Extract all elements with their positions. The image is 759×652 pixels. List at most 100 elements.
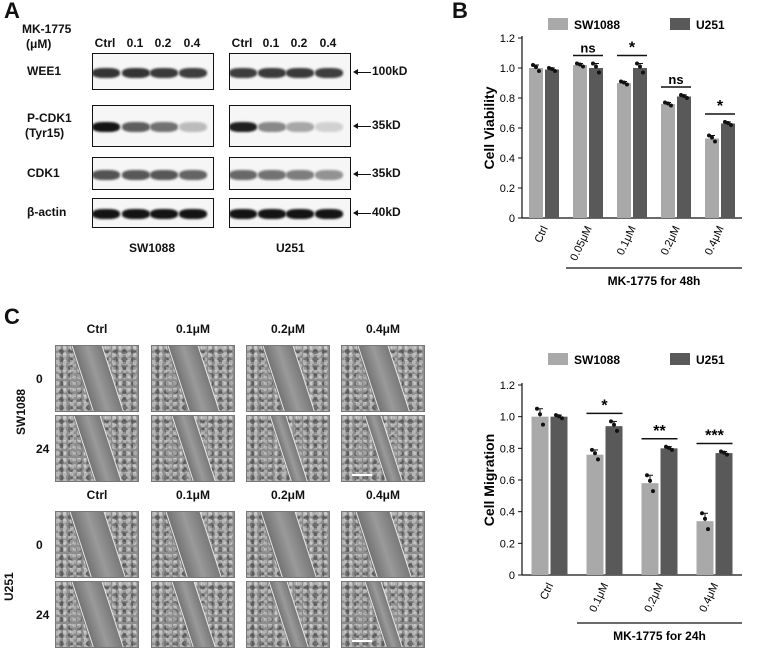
replicate-point (666, 101, 670, 106)
replicate-point (581, 64, 585, 69)
protein-band (150, 67, 178, 78)
protein-band (179, 209, 207, 219)
protein-band (150, 122, 178, 132)
protein-band (315, 209, 343, 219)
replicate-point (706, 527, 710, 532)
replicate-point (729, 123, 733, 127)
bar (529, 68, 543, 218)
bar (586, 454, 604, 575)
protein-band (258, 122, 286, 132)
replicate-point (648, 478, 652, 483)
legend-label: SW1088 (574, 18, 620, 32)
wound-image (246, 345, 330, 412)
replicate-point (609, 419, 613, 424)
legend-label: SW1088 (574, 353, 620, 367)
protein-band (230, 169, 257, 180)
molecular-weight-marker: 40kD (372, 205, 401, 219)
marker-arrow-line (357, 71, 371, 73)
protein-label: WEE1 (27, 63, 62, 78)
protein-band (150, 169, 178, 180)
bar (550, 416, 568, 575)
replicate-point (578, 62, 582, 67)
y-tick-label: 0 (509, 213, 515, 225)
wound-image (55, 415, 139, 482)
wound-image (55, 581, 139, 648)
wound-image (151, 581, 235, 648)
condition-label: 0.1μM (175, 488, 211, 502)
wound-image (341, 581, 425, 648)
replicate-point (560, 416, 564, 421)
time-label: 0 (36, 372, 43, 386)
wound-image (151, 415, 235, 482)
x-tick-label: Ctrl (538, 581, 556, 602)
replicate-point (537, 69, 541, 73)
replicate-point (541, 422, 545, 427)
replicate-point (625, 82, 629, 87)
replicate-point (679, 93, 683, 97)
marker-arrow-icon (353, 68, 358, 75)
bar (715, 453, 733, 575)
significance-label: * (717, 98, 724, 115)
replicate-point (557, 414, 561, 419)
bar (545, 69, 559, 218)
lane-label: 0.2 (154, 36, 172, 50)
bar (677, 96, 691, 218)
legend-label: U251 (696, 18, 725, 32)
y-tick-label: 0.8 (500, 443, 515, 455)
replicate-point (597, 70, 601, 75)
protein-band (93, 122, 120, 132)
replicate-point (710, 135, 714, 140)
protein-band (230, 209, 257, 219)
protein-band (286, 169, 314, 180)
condition-label: Ctrl (86, 322, 108, 336)
lane-label: 0.1 (126, 36, 144, 50)
blot-membrane (92, 198, 214, 228)
x-tick-label: 0.05μM (568, 224, 594, 263)
protein-band (230, 122, 257, 132)
x-tick-label: 0.1μM (615, 224, 639, 257)
replicate-point (575, 61, 579, 66)
replicate-point (619, 79, 623, 84)
replicate-point (612, 422, 616, 427)
protein-band (258, 169, 286, 180)
protein-band (150, 209, 178, 219)
lane-label: 0.4 (319, 36, 337, 50)
replicate-point (531, 63, 535, 67)
lane-label: 0.4 (183, 36, 201, 50)
replicate-point (615, 428, 619, 433)
replicate-point (593, 451, 597, 456)
marker-arrow-icon (353, 210, 358, 216)
replicate-point (554, 413, 558, 418)
cell-viability-chart: 0 0.2 0.4 0.6 0.8 1.0 1.2 Cell Viability Ctrl ns 0… (481, 18, 742, 288)
bar (573, 65, 587, 218)
replicate-point (703, 516, 707, 521)
time-label: 0 (36, 538, 43, 552)
y-tick-label: 1.2 (500, 380, 515, 392)
replicate-point (725, 452, 729, 457)
replicate-point (641, 70, 645, 75)
protein-band (93, 169, 120, 180)
replicate-point (667, 445, 671, 450)
wound-image (55, 511, 139, 578)
wound-image (151, 511, 235, 578)
replicate-point (722, 450, 726, 455)
panel-letter-c: C (4, 304, 20, 329)
time-label: 24 (36, 608, 50, 622)
replicate-point (553, 69, 557, 73)
y-tick-label: 1.0 (500, 412, 515, 424)
bar (705, 138, 719, 218)
protein-band (286, 67, 314, 78)
condition-label: Ctrl (86, 488, 108, 502)
replicate-point (664, 444, 668, 449)
protein-band (230, 67, 257, 78)
molecular-weight-marker: 100kD (372, 63, 408, 78)
wound-image (341, 345, 425, 412)
wound-image (151, 345, 235, 412)
condition-label: 0.1μM (175, 322, 211, 336)
marker-arrow-line (357, 213, 371, 214)
blot-membrane (92, 105, 214, 147)
replicate-point (645, 473, 649, 478)
protein-band (122, 169, 150, 180)
replicate-point (663, 100, 667, 105)
replicate-point (719, 449, 723, 454)
